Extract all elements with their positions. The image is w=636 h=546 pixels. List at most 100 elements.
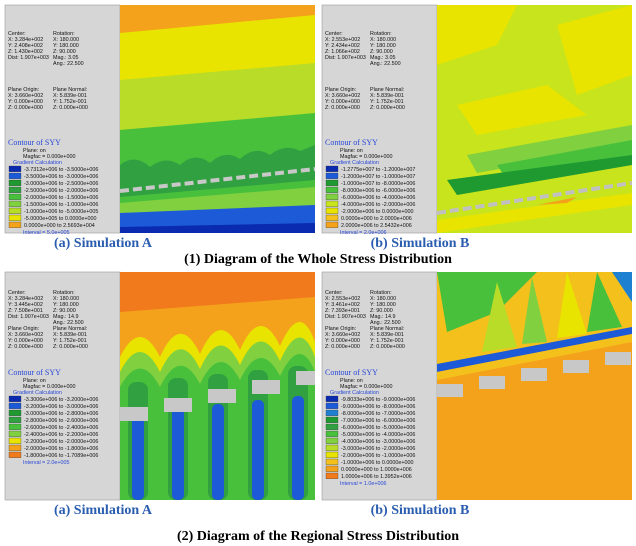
legend-label: -6.0000e+006 to -5.0000e+006 xyxy=(341,425,415,431)
contour-title: Contour of SYY xyxy=(325,138,378,147)
legend-swatch xyxy=(9,208,21,214)
legend-swatch xyxy=(326,194,338,200)
legend-label: -8.0000e+006 to -7.0000e+006 xyxy=(341,411,415,417)
legend-swatch xyxy=(326,466,338,472)
legend-swatch xyxy=(326,173,338,179)
legend-label: -1.0000e+006 to 0.0000e+000 xyxy=(341,460,414,466)
caption: (b) Simulation B xyxy=(371,236,470,251)
row-title: (2) Diagram of the Regional Stress Distr… xyxy=(177,529,459,544)
legend-label: -3.2000e+006 to -3.0000e+006 xyxy=(24,404,98,410)
legend-swatch xyxy=(326,410,338,416)
calculation: Gradient Calculation xyxy=(330,390,379,396)
interval: Interval = 1.0e+006 xyxy=(340,481,386,487)
legend-label: -2.8000e+006 to -2.6000e+006 xyxy=(24,418,98,424)
legend-label: -2.0000e+006 to -1.0000e+006 xyxy=(341,453,415,459)
legend-label: -1.0000e+006 to -5.0000e+005 xyxy=(24,209,98,215)
legend-label: -2.6000e+006 to -2.4000e+006 xyxy=(24,425,98,431)
info-text: Z: 0.000e+000 xyxy=(8,105,43,111)
legend-swatch xyxy=(326,431,338,437)
legend-label: -3.0000e+006 to -2.8000e+006 xyxy=(24,411,98,417)
legend-label: -2.0000e+006 to -1.5000e+006 xyxy=(24,195,98,201)
legend-label: -1.0000e+007 to -8.0000e+006 xyxy=(341,181,415,187)
caption: (a) Simulation A xyxy=(54,503,153,518)
legend-swatch xyxy=(326,222,338,228)
legend-label: -5.0000e+006 to -4.0000e+006 xyxy=(341,432,415,438)
legend-label: -3.7312e+006 to -3.5000e+006 xyxy=(24,167,98,173)
legend-label: 0.0000e+000 to 2.0000e+006 xyxy=(341,216,412,222)
legend-label: -4.0000e+006 to -3.0000e+006 xyxy=(341,439,415,445)
info-text: Dist: 1.907e+003 xyxy=(325,314,366,320)
contour-title: Contour of SYY xyxy=(325,368,378,377)
legend-label: -8.0000e+006 to -6.0000e+006 xyxy=(341,188,415,194)
legend-label: -2.5000e+006 to -2.0000e+006 xyxy=(24,188,98,194)
legend-swatch xyxy=(9,166,21,172)
info-text: Dist: 1.907e+003 xyxy=(8,55,49,61)
info-text: Z: 0.000e+000 xyxy=(53,105,88,111)
legend-label: -7.0000e+006 to -6.0000e+006 xyxy=(341,418,415,424)
legend-label: 1.0000e+006 to 1.3952e+006 xyxy=(341,474,412,480)
legend-swatch xyxy=(9,424,21,430)
legend-swatch xyxy=(9,180,21,186)
contour-image xyxy=(120,5,315,233)
legend-swatch xyxy=(326,452,338,458)
interval: Interval = 2.0e+005 xyxy=(23,460,69,466)
legend-swatch xyxy=(326,417,338,423)
legend-label: -6.0000e+006 to -4.0000e+006 xyxy=(341,195,415,201)
caption: (a) Simulation A xyxy=(54,236,153,251)
legend-swatch xyxy=(326,445,338,451)
caption: (b) Simulation B xyxy=(371,503,470,518)
legend-swatch xyxy=(326,215,338,221)
info-text: Z: 0.000e+000 xyxy=(370,344,405,350)
legend-swatch xyxy=(326,208,338,214)
legend-swatch xyxy=(9,396,21,402)
legend-label: -1.2775e+007 to -1.2000e+007 xyxy=(341,167,415,173)
legend-swatch xyxy=(9,445,21,451)
legend-swatch xyxy=(9,222,21,228)
contour-title: Contour of SYY xyxy=(8,368,61,377)
calculation: Gradient Calculation xyxy=(13,160,62,166)
legend-label: -4.0000e+006 to -2.0000e+006 xyxy=(341,202,415,208)
info-text: Z: 0.000e+000 xyxy=(8,344,43,350)
legend-swatch xyxy=(326,201,338,207)
legend-swatch xyxy=(9,194,21,200)
contour-image xyxy=(437,5,632,233)
legend-swatch xyxy=(326,166,338,172)
info-text: Dist: 1.907e+003 xyxy=(8,314,49,320)
legend-swatch xyxy=(9,410,21,416)
info-text: Z: 0.000e+000 xyxy=(325,344,360,350)
legend-label: -2.0000e+006 to 0.0000e+000 xyxy=(341,209,414,215)
legend-label: -5.0000e+005 to 0.0000e+000 xyxy=(24,216,97,222)
legend-swatch xyxy=(326,187,338,193)
legend-swatch xyxy=(9,403,21,409)
legend-swatch xyxy=(326,459,338,465)
contour-image xyxy=(437,272,632,500)
legend-label: -3.0000e+006 to -2.0000e+006 xyxy=(341,446,415,452)
info-text: Ang.: 22.500 xyxy=(370,61,401,67)
contour-image xyxy=(120,272,324,500)
legend-swatch xyxy=(9,417,21,423)
legend-label: -2.4000e+006 to -2.2000e+006 xyxy=(24,432,98,438)
row-title: (1) Diagram of the Whole Stress Distribu… xyxy=(184,252,452,267)
legend-swatch xyxy=(326,180,338,186)
calculation: Gradient Calculation xyxy=(330,160,379,166)
legend-swatch xyxy=(9,438,21,444)
info-text: Dist: 1.907e+003 xyxy=(325,55,366,61)
legend-label: -2.2000e+006 to -2.0000e+006 xyxy=(24,439,98,445)
legend-label: -3.0000e+006 to -2.5000e+006 xyxy=(24,181,98,187)
legend-swatch xyxy=(326,403,338,409)
info-text: Z: 0.000e+000 xyxy=(370,105,405,111)
calculation: Gradient Calculation xyxy=(13,390,62,396)
legend-label: 0.0000e+000 to 2.5693e+004 xyxy=(24,223,95,229)
legend-label: 0.0000e+000 to 1.0000e+006 xyxy=(341,467,412,473)
legend-swatch xyxy=(9,215,21,221)
legend-label: -9.8033e+006 to -9.0000e+006 xyxy=(341,397,415,403)
figure: Center:X: 3.284e+002Y: 2.408e+002Z: 1.43… xyxy=(0,0,636,546)
legend-label: -1.8000e+006 to -1.7089e+006 xyxy=(24,453,98,459)
contour-title: Contour of SYY xyxy=(8,138,61,147)
legend-label: -3.5000e+006 to -3.0000e+006 xyxy=(24,174,98,180)
legend-swatch xyxy=(9,173,21,179)
legend-label: -3.3006e+006 to -3.2000e+006 xyxy=(24,397,98,403)
legend-label: -9.0000e+006 to -8.0000e+006 xyxy=(341,404,415,410)
legend-swatch xyxy=(326,438,338,444)
legend-swatch xyxy=(9,431,21,437)
